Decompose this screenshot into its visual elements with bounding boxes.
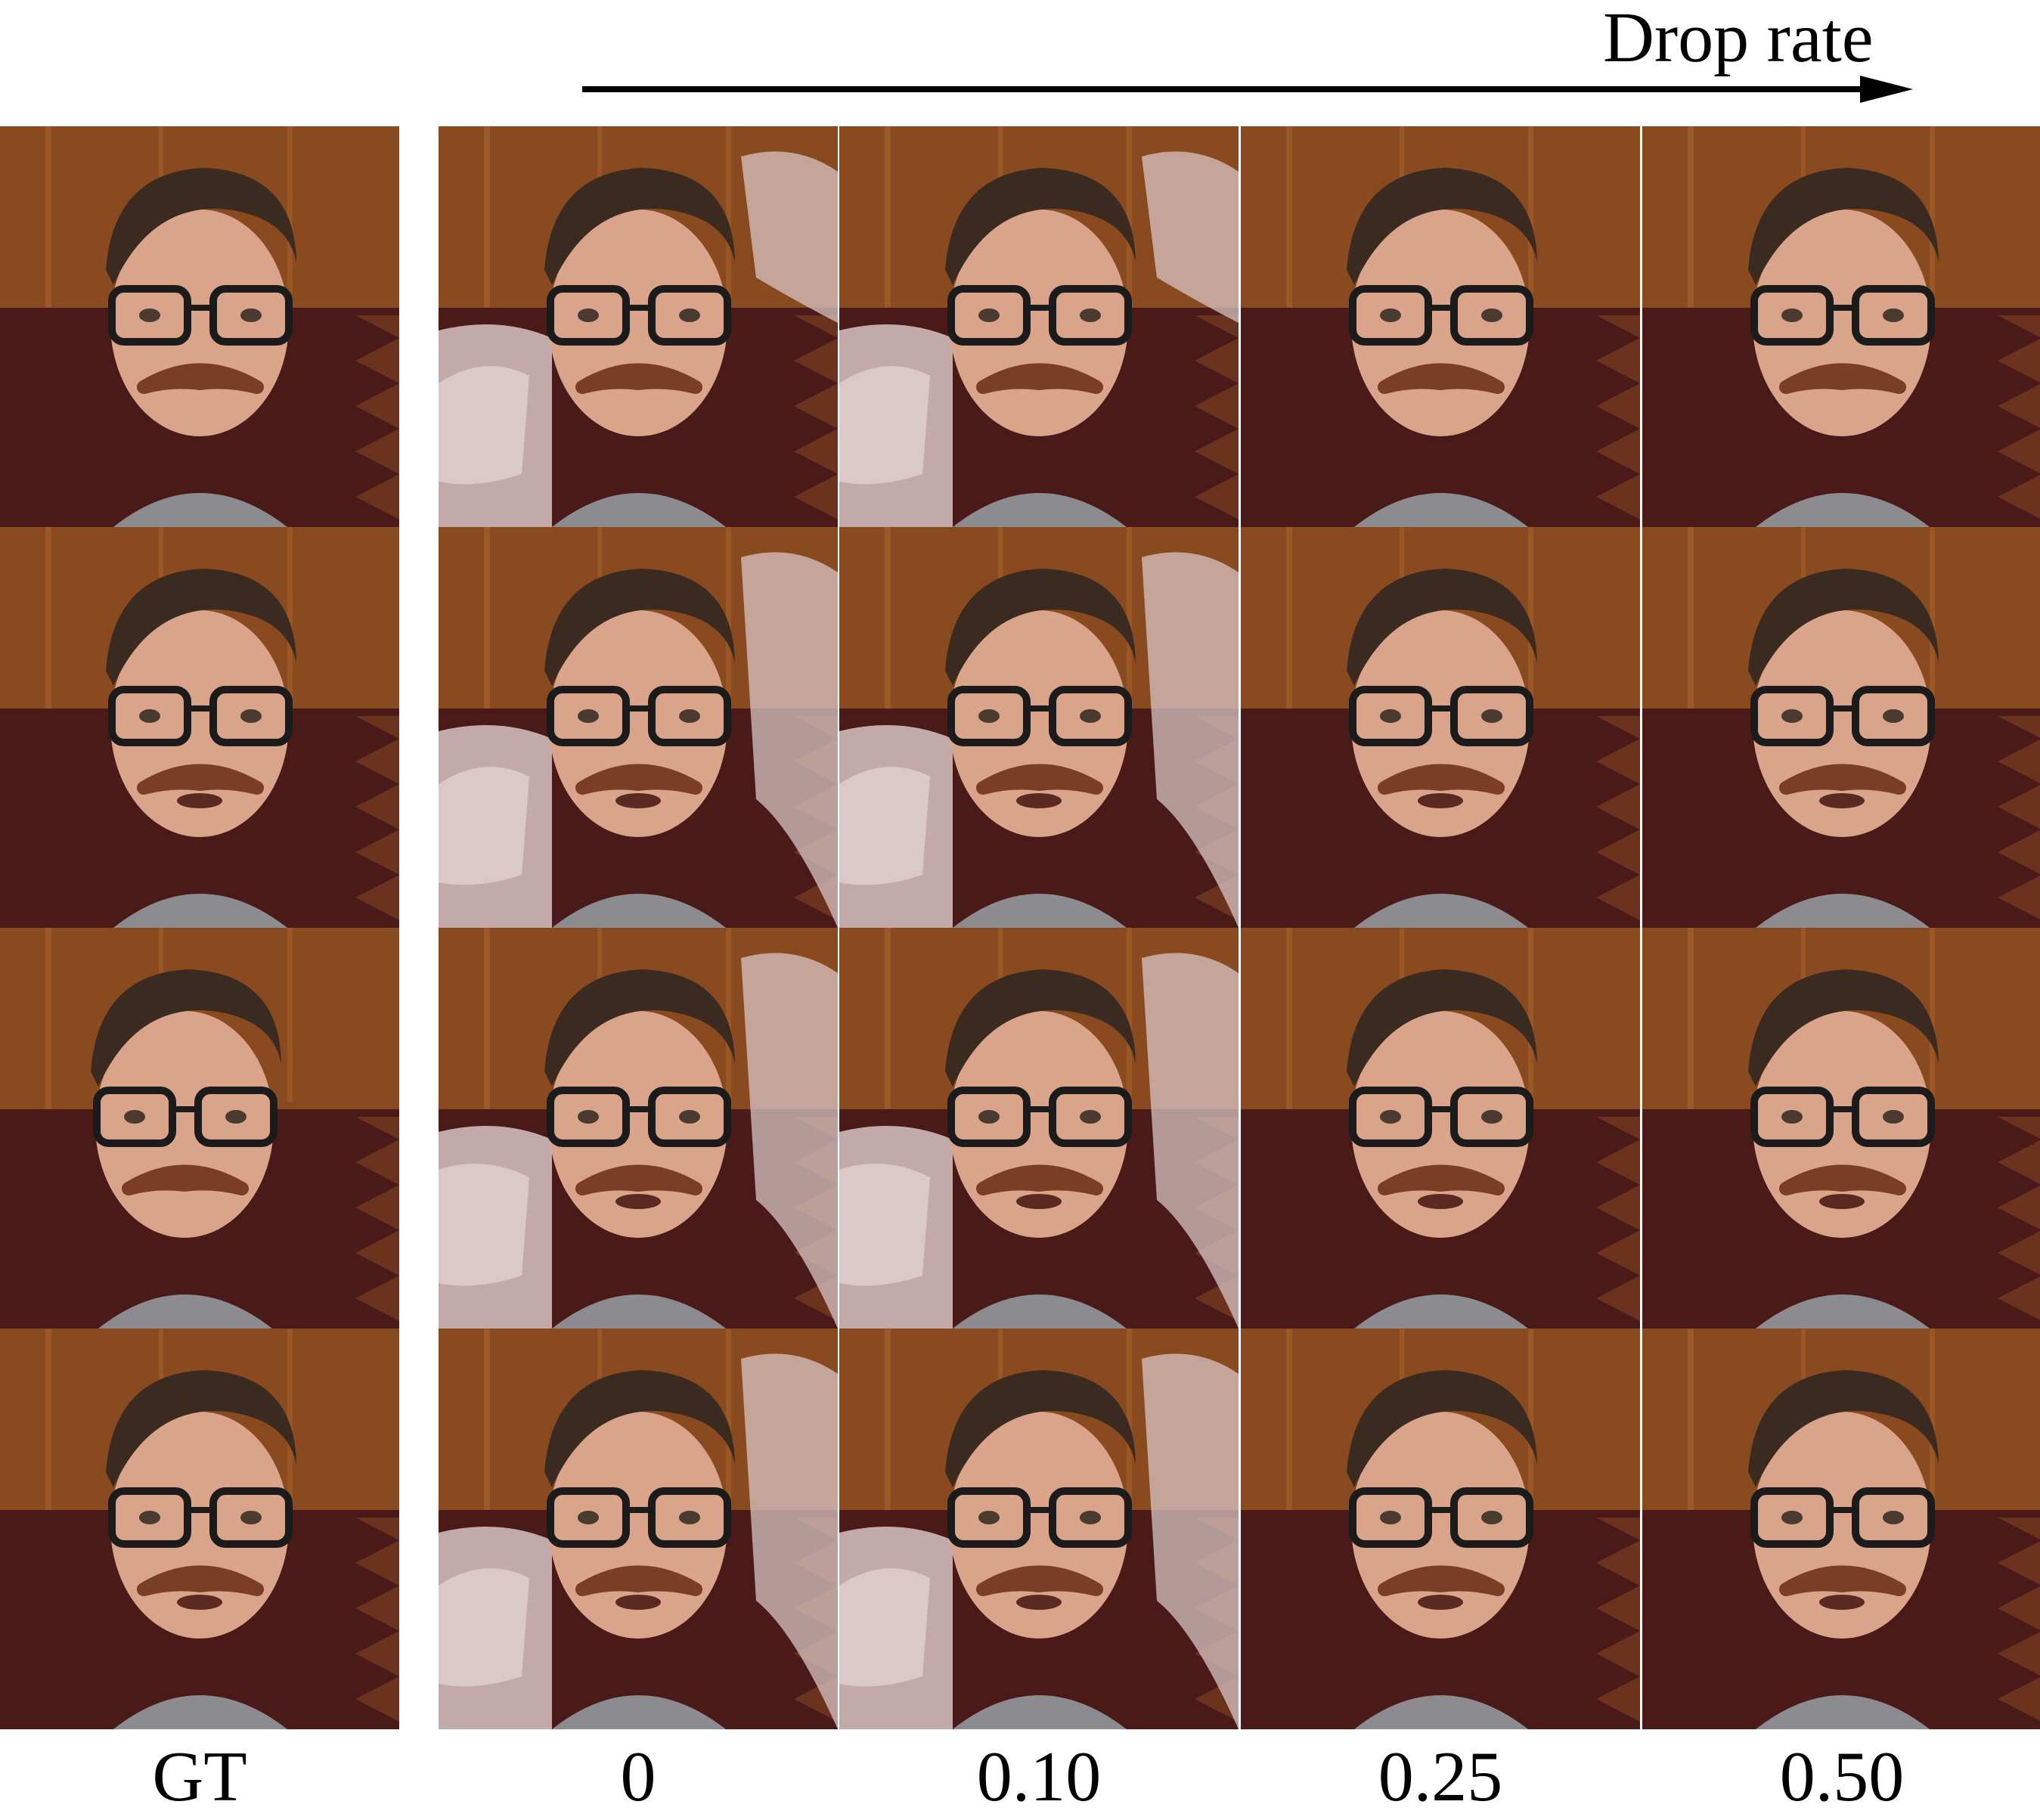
face-frame-svg	[439, 1329, 838, 1729]
face-frame-image	[839, 928, 1239, 1329]
face-frame-svg	[1642, 126, 2040, 527]
column-drop-025	[1241, 126, 1640, 1729]
face-frame-image	[839, 1329, 1239, 1729]
drop-rate-arrow	[582, 76, 1913, 103]
face-frame-svg	[1642, 527, 2040, 928]
column-drop-050	[1642, 126, 2040, 1729]
column-label-025: 0.25	[1378, 1738, 1503, 1816]
face-frame-image	[1642, 928, 2040, 1329]
face-frame-svg	[1241, 527, 1640, 928]
face-frame-image	[0, 1329, 399, 1729]
face-frame-svg	[1642, 1329, 2040, 1729]
face-frame-image	[439, 126, 838, 527]
face-frame-image	[439, 928, 838, 1329]
face-frame-svg	[839, 527, 1239, 928]
face-frame-image	[1241, 527, 1640, 928]
face-frame-svg	[839, 1329, 1239, 1729]
face-frame-image	[1642, 1329, 2040, 1729]
face-frame-svg	[439, 126, 838, 527]
face-frame-svg	[0, 126, 399, 527]
face-frame-image	[439, 1329, 838, 1729]
face-frame-image	[1642, 527, 2040, 928]
face-frame-image	[1241, 126, 1640, 527]
face-frame-svg	[0, 1329, 399, 1729]
face-frame-svg	[1642, 928, 2040, 1329]
column-label-010: 0.10	[976, 1738, 1102, 1816]
column-label-gt: GT	[152, 1738, 247, 1816]
column-gt	[0, 126, 399, 1729]
drop-rate-label: Drop rate	[1603, 0, 1874, 77]
face-frame-svg	[1241, 928, 1640, 1329]
column-label-0: 0	[620, 1738, 656, 1816]
face-frame-svg	[0, 527, 399, 928]
face-frame-image	[1241, 928, 1640, 1329]
face-frame-image	[0, 928, 399, 1329]
face-frame-image	[0, 527, 399, 928]
face-frame-svg	[1241, 126, 1640, 527]
face-frame-image	[439, 527, 838, 928]
column-drop-0	[439, 126, 838, 1729]
face-frame-svg	[1241, 1329, 1640, 1729]
column-drop-010	[839, 126, 1239, 1729]
face-frame-image	[839, 126, 1239, 527]
column-label-050: 0.50	[1779, 1738, 1905, 1816]
face-frame-image	[1642, 126, 2040, 527]
face-frame-image	[839, 527, 1239, 928]
face-frame-svg	[839, 126, 1239, 527]
face-frame-svg	[439, 527, 838, 928]
face-frame-image	[0, 126, 399, 527]
face-frame-image	[1241, 1329, 1640, 1729]
face-frame-svg	[439, 928, 838, 1329]
face-frame-svg	[839, 928, 1239, 1329]
face-frame-svg	[0, 928, 399, 1329]
